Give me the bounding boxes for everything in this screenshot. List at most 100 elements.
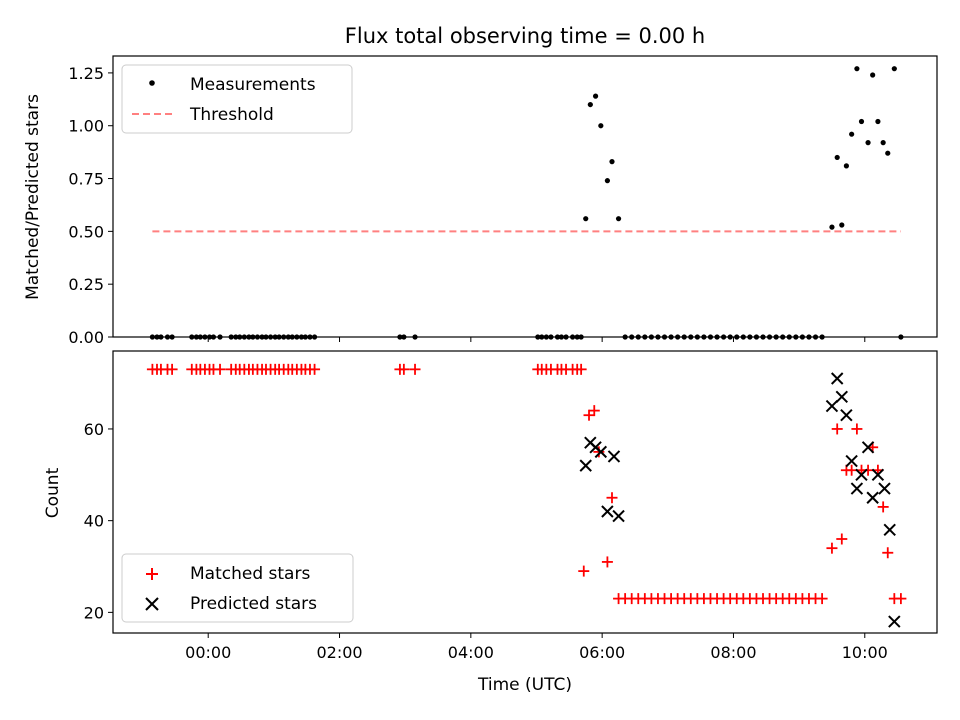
matched-star-point (601, 556, 613, 568)
predicted-marker-b (830, 372, 844, 385)
y-tick-label: 1.25 (68, 64, 104, 83)
matched-star-point (166, 363, 178, 375)
legend-predicted-label: Predicted stars (190, 594, 317, 614)
measurement-point (885, 150, 891, 156)
predicted-star-point (601, 505, 614, 518)
predicted-star-point (861, 441, 875, 454)
predicted-marker-b (871, 468, 885, 482)
matched-star-point (214, 363, 226, 375)
predicted-marker-b (840, 408, 853, 422)
bottom-legend-box (121, 553, 354, 623)
bottom-y-axis-label: Count (43, 467, 63, 518)
bottom-plot-area (146, 363, 907, 628)
predicted-star-point (825, 399, 839, 413)
bottom-axes-frame (112, 350, 938, 634)
predicted-star-point (883, 523, 896, 537)
y-tick-label: 0.00 (68, 328, 104, 347)
top-legend-box (121, 64, 353, 134)
x-tick-label: 02:00 (316, 643, 362, 662)
measurement-point (598, 123, 604, 129)
bottom-panel: 20 40 60 00:00 02:00 04:00 06:00 08:00 10:00 Co… (43, 350, 938, 695)
matched-star-point (836, 533, 848, 545)
legend-measurements-label: Measurements (190, 75, 316, 95)
matched-star-point (851, 423, 863, 435)
predicted-star-point (866, 491, 879, 504)
predicted-marker-b (878, 482, 891, 495)
y-tick-label: 20 (84, 603, 104, 622)
predicted-star-point (845, 454, 858, 468)
predicted-marker-b (861, 441, 875, 454)
x-tick-label: 00:00 (185, 643, 231, 662)
predicted-star-point (579, 459, 592, 472)
matched-star-point (816, 593, 828, 605)
bottom-x-ticks: 00:00 02:00 04:00 06:00 08:00 10:00 (185, 633, 888, 662)
legend-matched-marker (146, 568, 158, 580)
legend-threshold-label: Threshold (189, 105, 274, 125)
top-y-axis-label: Matched/Predicted stars (23, 94, 43, 300)
legend-predicted-marker (145, 597, 159, 611)
predicted-star-point (830, 372, 844, 385)
predicted-star-point (888, 615, 901, 628)
matched-star-point (831, 423, 843, 435)
predicted-marker-b (594, 445, 608, 459)
measurement-point (854, 66, 860, 72)
predicted-star-point (594, 445, 608, 459)
measurement-point (880, 140, 886, 146)
measurement-point (834, 154, 840, 161)
measurement-point (843, 163, 849, 169)
matched-star-point (588, 405, 600, 417)
predicted-star-point (871, 468, 885, 482)
matched-star-point (862, 464, 874, 476)
y-tick-label: 60 (84, 420, 104, 439)
matched-star-point (882, 547, 894, 559)
y-tick-label: 0.50 (68, 222, 104, 241)
top-panel: Flux total observing time = 0.00 h 0.00 0… (23, 24, 938, 347)
y-tick-label: 0.75 (68, 170, 104, 189)
measurement-point (870, 72, 876, 78)
measurement-point (583, 216, 589, 222)
measurement-point (875, 118, 881, 125)
legend-matched-label: Matched stars (190, 564, 310, 584)
measurement-point (587, 101, 593, 108)
matched-star-point (409, 363, 421, 375)
predicted-marker-b (866, 491, 879, 504)
predicted-marker-b (888, 615, 901, 628)
y-tick-label: 40 (84, 512, 104, 531)
matched-star-point (578, 565, 590, 577)
predicted-marker-b (579, 459, 592, 472)
x-tick-label: 06:00 (579, 643, 625, 662)
y-tick-label: 1.00 (68, 117, 104, 136)
matched-star-point (606, 492, 618, 504)
chart-title: Flux total observing time = 0.00 h (345, 24, 705, 48)
matched-star-point (309, 363, 321, 375)
x-tick-label: 04:00 (448, 643, 494, 662)
predicted-star-point (878, 482, 891, 495)
measurement-point (849, 131, 855, 137)
bottom-y-ticks: 20 40 60 (84, 420, 113, 622)
predicted-star-point (612, 509, 625, 523)
predicted-marker-b (850, 482, 864, 495)
measurement-point (839, 222, 845, 228)
top-axes-frame (112, 55, 938, 338)
predicted-star-point (835, 390, 849, 404)
bottom-legend: Matched stars Predicted stars (121, 553, 354, 623)
x-tick-label: 08:00 (710, 643, 756, 662)
matched-star-point (846, 464, 858, 476)
measurement-point (609, 159, 615, 165)
top-x-ticks (207, 337, 866, 342)
measurement-point (604, 178, 611, 184)
predicted-marker-b (601, 505, 614, 518)
measurement-point (865, 140, 871, 146)
matched-star-point (895, 593, 907, 605)
predicted-marker-b (855, 468, 868, 482)
predicted-star-point (850, 482, 864, 495)
x-axis-label: Time (UTC) (477, 675, 572, 695)
predicted-marker-b (612, 509, 625, 523)
x-tick-label: 10:00 (842, 643, 888, 662)
predicted-marker-b (825, 399, 839, 413)
measurement-point (592, 93, 599, 99)
legend-measurements-marker (149, 80, 155, 86)
predicted-marker-b (883, 523, 896, 537)
measurement-point (829, 224, 835, 230)
